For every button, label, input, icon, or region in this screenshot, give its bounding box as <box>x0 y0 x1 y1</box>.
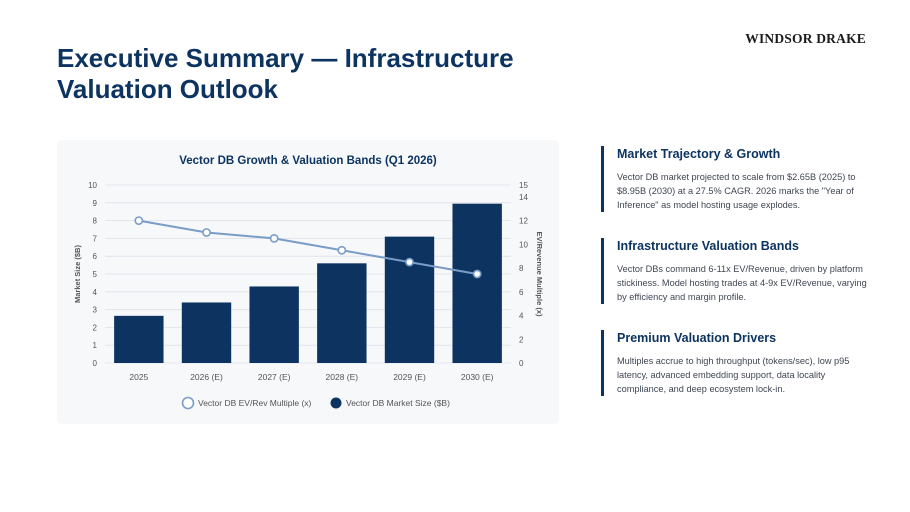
right-tick-label: 15 <box>519 181 528 190</box>
section-valuation-bands: Infrastructure Valuation Bands Vector DB… <box>601 238 871 304</box>
section-heading: Premium Valuation Drivers <box>617 331 777 345</box>
bar <box>452 203 502 363</box>
left-axis-ticks: 0 1 2 3 4 5 6 7 8 9 10 <box>88 181 97 368</box>
right-tick-label: 6 <box>519 288 524 297</box>
y-axis-label: Market Size ($B) <box>73 245 82 303</box>
legend-line-swatch <box>181 396 195 410</box>
line-point <box>405 257 414 267</box>
section-body: Vector DB market projected to scale from… <box>617 172 856 210</box>
x-tick-label: 2027 (E) <box>258 372 291 382</box>
left-tick-label: 1 <box>93 341 98 350</box>
right-tick-label: 8 <box>519 264 524 273</box>
right-tick-label: 12 <box>519 217 528 226</box>
right-tick-label: 2 <box>519 335 524 344</box>
line-point <box>472 269 482 279</box>
x-tick-label: 2029 (E) <box>393 372 426 382</box>
bar <box>114 315 164 363</box>
right-axis-ticks: 0 2 4 6 8 10 12 14 15 <box>519 181 528 368</box>
multiple-line <box>138 219 478 275</box>
gridlines <box>105 184 511 364</box>
x-axis-ticks: 2025 2026 (E) 2027 (E) 2028 (E) 2029 (E) 2030… <box>129 372 493 382</box>
line-series <box>134 216 482 279</box>
section-heading: Market Trajectory & Growth <box>617 147 781 161</box>
x-tick-label: 2028 (E) <box>326 372 359 382</box>
bar-series <box>114 203 502 363</box>
bar <box>384 236 435 363</box>
line-point <box>134 216 144 225</box>
section-body: Vector DBs command 6-11x EV/Revenue, dri… <box>617 264 867 302</box>
legend-bar-swatch <box>330 397 342 409</box>
x-tick-label: 2030 (E) <box>461 372 494 382</box>
left-tick-label: 4 <box>93 288 98 297</box>
chart-title: Vector DB Growth & Valuation Bands (Q1 2… <box>179 155 437 167</box>
right-tick-label: 4 <box>519 312 524 321</box>
chart-legend: Vector DB EV/Rev Multiple (x) Vector DB … <box>181 396 450 410</box>
chart-card: Vector DB Growth & Valuation Bands (Q1 2… <box>57 140 559 424</box>
left-tick-label: 5 <box>93 270 98 279</box>
right-tick-label: 10 <box>519 240 528 249</box>
y2-axis-label: EV/Revenue Multiple (x) <box>535 231 544 317</box>
line-point <box>337 245 347 255</box>
left-tick-label: 2 <box>93 323 98 332</box>
section-market-trajectory: Market Trajectory & Growth Vector DB mar… <box>601 146 871 212</box>
line-point <box>202 228 211 237</box>
left-tick-label: 7 <box>93 234 98 243</box>
legend-bar-label: Vector DB Market Size ($B) <box>346 398 450 408</box>
left-tick-label: 8 <box>93 217 98 226</box>
line-point <box>269 234 279 243</box>
growth-valuation-chart: Vector DB Growth & Valuation Bands (Q1 2… <box>73 155 544 410</box>
x-tick-label: 2025 <box>129 372 148 382</box>
left-tick-label: 3 <box>93 306 98 315</box>
section-heading: Infrastructure Valuation Bands <box>617 239 799 253</box>
legend-line-label: Vector DB EV/Rev Multiple (x) <box>198 398 312 408</box>
left-tick-label: 10 <box>88 181 97 190</box>
bar <box>181 302 232 363</box>
x-tick-label: 2026 (E) <box>190 372 223 382</box>
left-tick-label: 6 <box>93 252 98 261</box>
section-premium-drivers: Premium Valuation Drivers Multiples accr… <box>601 330 871 396</box>
bar <box>249 286 299 363</box>
right-tick-label: 0 <box>519 359 524 368</box>
bar <box>317 263 367 363</box>
left-tick-label: 0 <box>93 359 98 368</box>
brand-logo: WINDSOR DRAKE <box>745 31 866 46</box>
summary-sidebar: Market Trajectory & Growth Vector DB mar… <box>601 146 871 422</box>
page-title: Executive Summary — Infrastructure Valua… <box>57 43 514 104</box>
left-tick-label: 9 <box>93 199 98 208</box>
right-tick-label: 14 <box>519 193 528 202</box>
section-body: Multiples accrue to high throughput (tok… <box>617 356 850 394</box>
